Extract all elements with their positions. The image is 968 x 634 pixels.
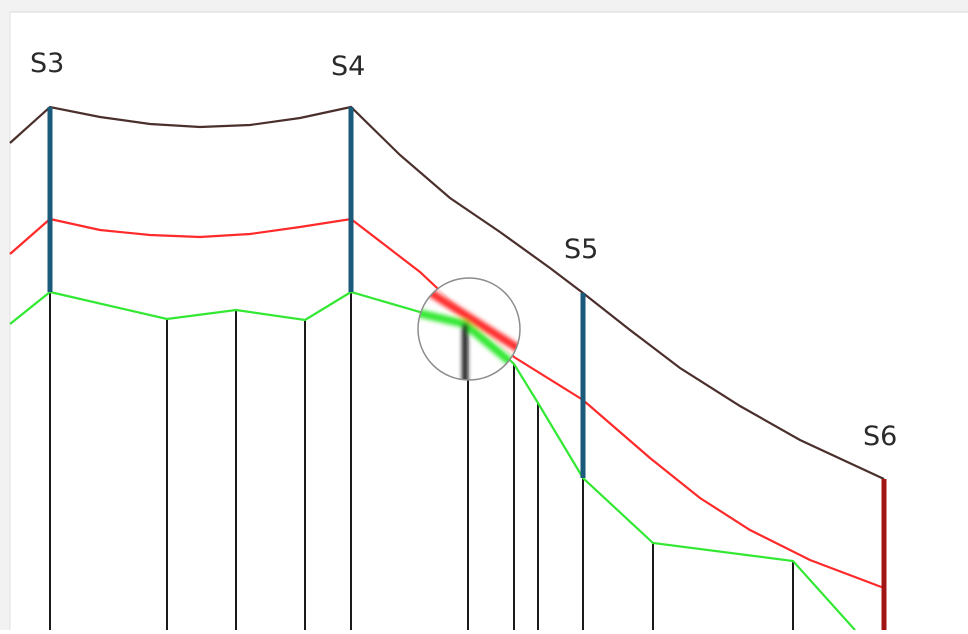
frame-top-shadow <box>0 0 968 12</box>
top-profile-line <box>9 105 885 480</box>
magnifier-ring <box>417 277 521 381</box>
station-label-s4: S4 <box>331 51 365 82</box>
vertical-lines <box>49 292 794 630</box>
station-label-s3: S3 <box>30 48 64 79</box>
station-posts <box>47 107 887 630</box>
station-label-s5: S5 <box>564 234 598 265</box>
red-profile-line <box>9 217 885 590</box>
station-label-s6: S6 <box>863 421 897 452</box>
frame-left-shadow <box>0 12 10 630</box>
magnifier-lens <box>417 277 521 381</box>
